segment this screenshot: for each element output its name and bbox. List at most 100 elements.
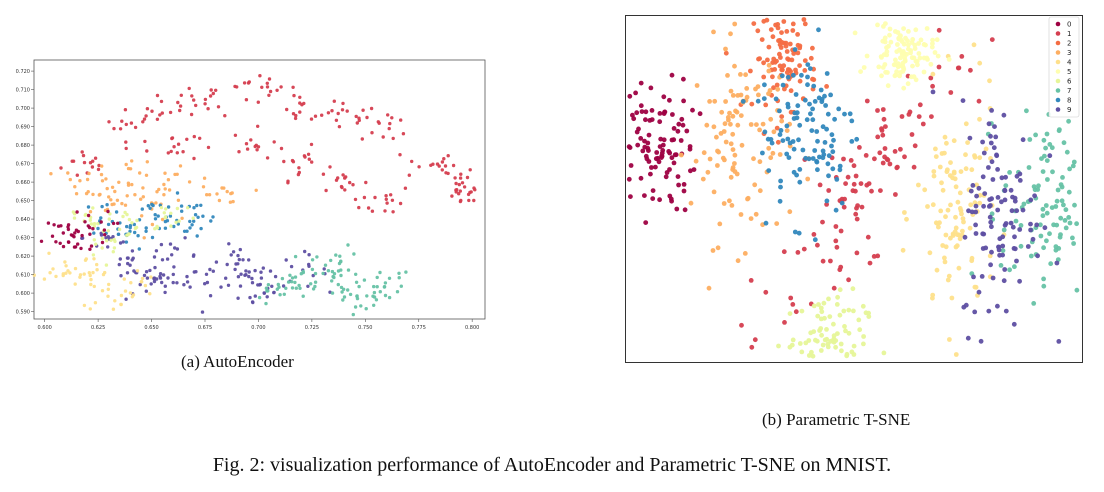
data-point-class-1 — [440, 168, 444, 172]
data-point-class-1 — [141, 120, 145, 124]
legend-marker-7 — [1055, 88, 1061, 93]
y-tick-label: 0.700 — [16, 106, 30, 112]
data-point-class-8 — [787, 140, 793, 146]
data-point-class-8 — [812, 99, 818, 104]
data-point-class-7 — [294, 286, 298, 290]
data-point-class-6 — [839, 348, 844, 354]
data-point-class-3 — [728, 121, 733, 127]
data-point-class-4 — [82, 303, 87, 308]
data-point-class-7 — [1007, 267, 1012, 273]
data-point-class-7 — [1047, 142, 1053, 147]
data-point-class-3 — [757, 127, 762, 133]
data-point-class-7 — [1064, 149, 1070, 155]
data-point-class-3 — [117, 180, 121, 184]
data-point-class-9 — [1035, 253, 1040, 259]
data-point-class-1 — [880, 160, 886, 166]
data-point-class-3 — [723, 46, 728, 52]
data-point-class-7 — [1041, 283, 1047, 289]
data-point-class-9 — [1017, 227, 1023, 232]
data-point-class-8 — [116, 232, 121, 236]
data-point-class-8 — [807, 66, 813, 71]
data-point-class-0 — [657, 111, 663, 116]
data-point-class-4 — [902, 210, 907, 215]
data-point-class-6 — [112, 237, 116, 242]
data-point-class-3 — [732, 152, 738, 158]
data-point-class-3 — [688, 200, 694, 206]
data-point-class-3 — [766, 91, 771, 97]
data-point-class-0 — [58, 241, 62, 245]
data-point-class-4 — [111, 307, 116, 311]
data-point-class-2 — [777, 42, 783, 48]
data-point-class-4 — [942, 134, 948, 140]
data-point-class-4 — [122, 277, 127, 281]
data-point-class-3 — [187, 180, 192, 184]
data-point-class-5 — [898, 55, 903, 61]
data-point-class-1 — [179, 93, 183, 98]
y-tick-label: 0.590 — [16, 309, 30, 315]
data-point-class-7 — [1071, 241, 1076, 246]
data-point-class-1 — [929, 114, 934, 119]
data-point-class-7 — [257, 295, 262, 300]
data-point-class-4 — [89, 282, 93, 287]
data-point-class-1 — [203, 102, 207, 106]
data-point-class-4 — [967, 225, 973, 231]
data-point-class-8 — [188, 219, 192, 224]
data-point-class-9 — [974, 193, 979, 199]
data-point-class-5 — [887, 26, 893, 32]
data-point-class-7 — [1040, 169, 1046, 175]
data-point-class-6 — [94, 242, 98, 246]
data-point-class-7 — [1041, 137, 1047, 143]
data-point-class-6 — [790, 337, 796, 343]
data-point-class-1 — [166, 151, 170, 155]
data-point-class-9 — [244, 273, 248, 277]
data-point-class-3 — [700, 176, 706, 182]
data-point-class-5 — [901, 26, 906, 31]
data-point-class-0 — [675, 128, 681, 134]
data-point-class-7 — [1001, 227, 1007, 233]
data-point-class-2 — [775, 139, 781, 145]
data-point-class-1 — [366, 206, 371, 210]
data-point-class-3 — [766, 62, 772, 68]
data-point-class-1 — [296, 172, 301, 177]
data-point-class-9 — [165, 257, 170, 261]
data-point-class-2 — [808, 55, 814, 61]
data-point-class-3 — [73, 185, 77, 189]
data-point-class-3 — [109, 198, 113, 202]
data-point-class-4 — [107, 282, 111, 287]
data-point-class-8 — [777, 132, 783, 137]
data-point-class-1 — [387, 126, 391, 131]
data-point-class-4 — [954, 243, 960, 249]
data-point-class-8 — [100, 204, 104, 209]
data-point-class-3 — [719, 109, 725, 115]
data-point-class-0 — [657, 119, 663, 125]
data-point-class-3 — [176, 198, 181, 202]
data-point-class-9 — [118, 241, 123, 245]
data-point-class-5 — [886, 43, 891, 49]
legend-marker-9 — [1055, 107, 1061, 112]
data-point-class-1 — [97, 163, 101, 168]
data-point-class-3 — [756, 92, 761, 98]
data-point-class-3 — [705, 169, 711, 175]
data-point-class-6 — [844, 351, 850, 357]
data-point-class-1 — [192, 156, 196, 161]
data-point-class-0 — [667, 193, 673, 199]
data-point-class-5 — [906, 29, 911, 34]
data-point-class-9 — [158, 274, 162, 279]
data-point-class-4 — [963, 166, 969, 172]
data-point-class-3 — [126, 166, 131, 171]
data-point-class-2 — [770, 34, 776, 40]
data-point-class-9 — [231, 250, 236, 254]
data-point-class-9 — [1002, 188, 1008, 194]
data-point-class-3 — [728, 174, 734, 180]
data-point-class-7 — [1038, 233, 1044, 239]
data-point-class-9 — [986, 308, 992, 314]
data-point-class-9 — [307, 253, 311, 257]
data-point-class-6 — [162, 211, 166, 215]
data-point-class-9 — [130, 258, 134, 262]
data-point-class-4 — [972, 154, 978, 160]
data-point-class-7 — [290, 276, 295, 280]
data-point-class-2 — [797, 63, 802, 68]
data-point-class-7 — [290, 286, 295, 290]
data-point-class-8 — [829, 132, 835, 138]
data-point-class-1 — [892, 149, 898, 154]
